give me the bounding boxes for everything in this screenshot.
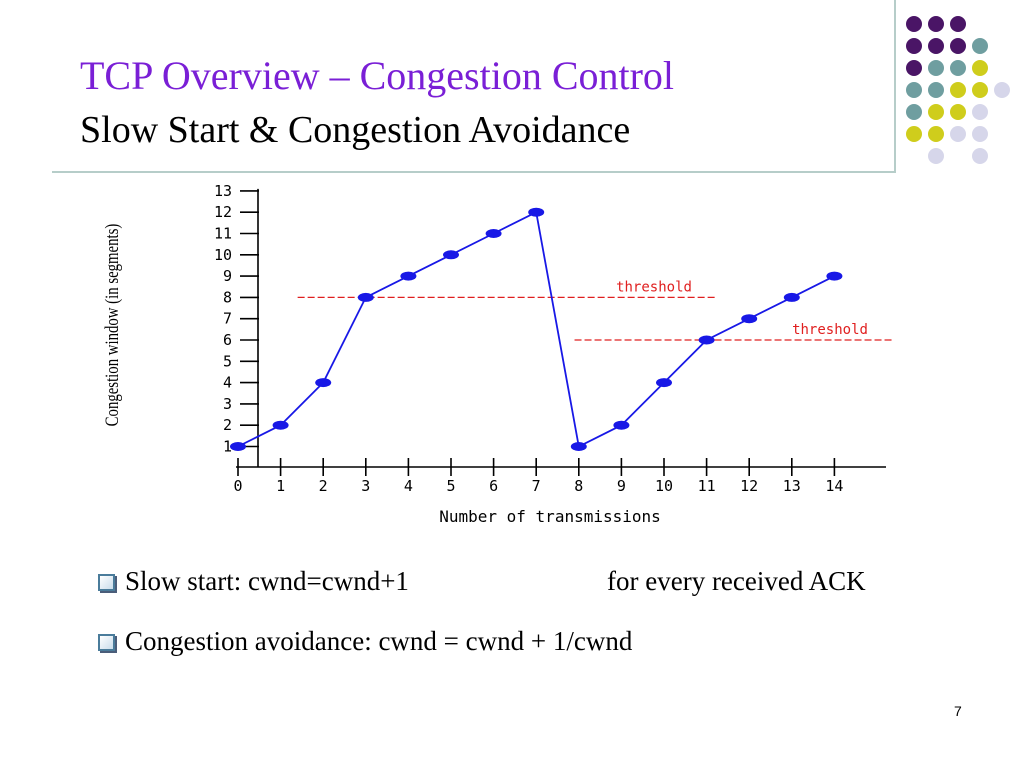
x-tick-label: 8 bbox=[574, 477, 583, 495]
x-axis-title: Number of transmissions bbox=[439, 507, 661, 526]
bullet-congestion-avoidance-text: Congestion avoidance: cwnd = cwnd + 1/cw… bbox=[125, 626, 633, 656]
decorative-dot bbox=[928, 148, 944, 164]
y-tick-label: 11 bbox=[214, 225, 232, 243]
decorative-dot bbox=[906, 104, 922, 120]
cwnd-data-point bbox=[528, 207, 545, 217]
x-tick-label: 10 bbox=[655, 477, 673, 495]
decorative-dot bbox=[994, 82, 1010, 98]
x-tick-label: 9 bbox=[617, 477, 626, 495]
x-tick-label: 11 bbox=[698, 477, 716, 495]
cwnd-data-point bbox=[570, 442, 587, 451]
cwnd-data-point bbox=[357, 292, 374, 302]
cwnd-data-point bbox=[315, 378, 332, 388]
decorative-dot bbox=[972, 60, 988, 76]
decorative-dot bbox=[928, 82, 944, 98]
y-tick-label: 12 bbox=[214, 203, 232, 221]
decorative-dot bbox=[972, 38, 988, 54]
cwnd-data-point bbox=[826, 271, 843, 281]
bullet-box-icon bbox=[98, 574, 115, 591]
cwnd-data-point bbox=[698, 335, 715, 345]
cwnd-data-point bbox=[230, 442, 246, 451]
x-tick-label: 4 bbox=[404, 477, 413, 495]
decorative-dot bbox=[928, 126, 944, 142]
decorative-dot bbox=[950, 16, 966, 32]
slide-subtitle: Slow Start & Congestion Avoidance bbox=[80, 109, 631, 151]
decorative-dot bbox=[928, 104, 944, 120]
threshold-label: threshold bbox=[792, 322, 868, 338]
y-tick-label: 8 bbox=[223, 288, 232, 306]
y-tick-label: 1 bbox=[223, 438, 232, 456]
frame-vertical-line bbox=[894, 0, 896, 172]
decorative-dot bbox=[972, 148, 988, 164]
y-tick-label: 5 bbox=[223, 352, 232, 370]
threshold-label: threshold bbox=[616, 279, 692, 295]
y-tick-label: 10 bbox=[214, 246, 232, 264]
x-tick-label: 5 bbox=[446, 477, 455, 495]
decorative-dot bbox=[928, 38, 944, 54]
x-tick-label: 12 bbox=[740, 477, 758, 495]
x-tick-label: 0 bbox=[233, 477, 242, 495]
x-tick-label: 13 bbox=[783, 477, 801, 495]
cwnd-data-point bbox=[741, 314, 758, 324]
decorative-dot bbox=[906, 38, 922, 54]
decorative-dot bbox=[972, 104, 988, 120]
decorative-dot bbox=[950, 60, 966, 76]
y-tick-label: 9 bbox=[223, 267, 232, 285]
x-tick-label: 3 bbox=[361, 477, 370, 495]
cwnd-data-point bbox=[443, 250, 459, 260]
decorative-dot bbox=[950, 126, 966, 142]
decorative-dot bbox=[906, 60, 922, 76]
bullet-congestion-avoidance: Congestion avoidance: cwnd = cwnd + 1/cw… bbox=[98, 626, 632, 657]
x-tick-label: 1 bbox=[276, 477, 285, 495]
decorative-dot bbox=[950, 82, 966, 98]
decorative-dot bbox=[972, 126, 988, 142]
cwnd-data-point bbox=[272, 420, 289, 430]
x-tick-label: 7 bbox=[532, 477, 541, 495]
bullet-box-icon bbox=[98, 634, 115, 651]
x-tick-label: 2 bbox=[319, 477, 328, 495]
x-tick-label: 14 bbox=[825, 477, 843, 495]
cwnd-data-point bbox=[485, 229, 502, 238]
cwnd-data-point bbox=[613, 420, 630, 430]
decorative-dot bbox=[906, 82, 922, 98]
cwnd-series-line bbox=[237, 210, 835, 448]
decorative-dot bbox=[972, 82, 988, 98]
decorative-dot bbox=[928, 16, 944, 32]
y-tick-label: 7 bbox=[223, 310, 232, 328]
cwnd-data-point bbox=[400, 271, 417, 281]
y-tick-label: 2 bbox=[223, 416, 232, 434]
decorative-dot bbox=[906, 126, 922, 142]
y-axis-title: Congestion window (in segments) bbox=[101, 224, 122, 427]
page-number: 7 bbox=[954, 703, 962, 719]
y-tick-label: 6 bbox=[223, 331, 232, 349]
cwnd-data-point bbox=[656, 378, 672, 388]
decorative-dot bbox=[906, 16, 922, 32]
bullet-slow-start: Slow start: cwnd=cwnd+1 bbox=[98, 566, 409, 597]
decorative-dot bbox=[950, 104, 966, 120]
cwnd-data-point bbox=[783, 292, 800, 302]
frame-horizontal-line bbox=[52, 171, 896, 173]
bullet-slow-start-text: Slow start: cwnd=cwnd+1 bbox=[125, 566, 409, 596]
decorative-dot bbox=[928, 60, 944, 76]
decorative-dot bbox=[950, 38, 966, 54]
y-tick-label: 4 bbox=[223, 374, 232, 392]
y-tick-label: 13 bbox=[214, 182, 232, 200]
slide-title: TCP Overview – Congestion Control bbox=[80, 53, 675, 98]
x-tick-label: 6 bbox=[489, 477, 498, 495]
y-tick-label: 3 bbox=[223, 395, 232, 413]
bullet-slow-start-ack-text: for every received ACK bbox=[607, 566, 866, 596]
